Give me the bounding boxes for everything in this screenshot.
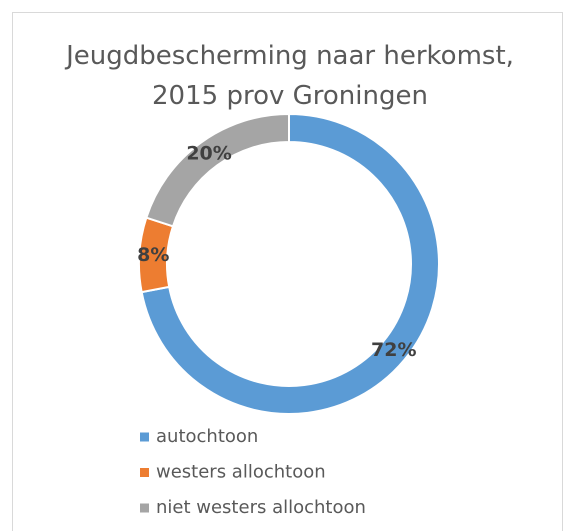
legend-marker bbox=[140, 503, 149, 513]
legend-label: westers allochtoon bbox=[156, 462, 326, 483]
chart-border bbox=[12, 12, 563, 531]
legend-label: autochtoon bbox=[156, 426, 258, 447]
legend-marker bbox=[140, 468, 149, 477]
data-label: 20% bbox=[186, 142, 231, 164]
legend-label: niet westers allochtoon bbox=[156, 497, 366, 518]
data-label: 72% bbox=[371, 339, 416, 361]
chart-title: Jeugdbescherming naar herkomst, 2015 pro… bbox=[66, 41, 514, 111]
donut-segment bbox=[140, 112, 440, 415]
legend-marker bbox=[140, 432, 149, 442]
data-label: 8% bbox=[137, 244, 169, 266]
donut-segment bbox=[145, 112, 290, 228]
